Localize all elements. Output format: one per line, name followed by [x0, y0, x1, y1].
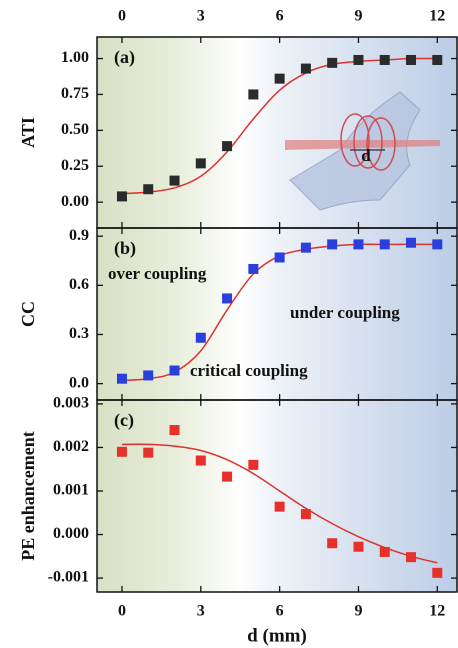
x-tick-label: 0: [118, 8, 126, 25]
annotation: d: [361, 146, 371, 165]
data-point: [222, 472, 232, 482]
x-tick-label: 3: [197, 603, 205, 620]
y-axis-label: CC: [18, 301, 38, 327]
y-tick-label: 0.003: [53, 395, 89, 412]
data-point: [196, 158, 206, 168]
data-point: [170, 425, 180, 435]
data-point: [406, 238, 416, 248]
y-tick-label: 0.00: [61, 193, 89, 210]
data-point: [301, 243, 311, 253]
x-tick-label: 3: [197, 8, 205, 25]
data-point: [196, 333, 206, 343]
data-point: [170, 366, 180, 376]
y-tick-label: 1.00: [61, 49, 89, 66]
data-point: [170, 176, 180, 186]
data-point: [117, 191, 127, 201]
data-point: [432, 55, 442, 65]
data-point: [248, 89, 258, 99]
y-tick-label: 0.001: [53, 482, 89, 499]
data-point: [353, 542, 363, 552]
data-point: [143, 448, 153, 458]
y-tick-label: 0.3: [69, 325, 89, 342]
data-point: [143, 370, 153, 380]
data-point: [275, 74, 285, 84]
y-tick-label: 0.002: [53, 438, 89, 455]
x-tick-label: 6: [276, 603, 284, 620]
data-point: [406, 552, 416, 562]
data-point: [353, 239, 363, 249]
y-tick-label: 0.000: [53, 525, 89, 542]
annotation: under coupling: [290, 303, 400, 322]
x-tick-label: 0: [118, 603, 126, 620]
x-tick-label: 9: [354, 8, 362, 25]
data-point: [380, 239, 390, 249]
y-axis-label: ATI: [18, 117, 38, 148]
y-tick-label: 0.0: [69, 374, 89, 391]
x-tick-label: 6: [276, 8, 284, 25]
data-point: [117, 374, 127, 384]
panel-label: (a): [114, 47, 135, 68]
panel-label: (b): [114, 238, 136, 259]
x-tick-label: 12: [429, 8, 445, 25]
data-point: [222, 293, 232, 303]
data-point: [301, 509, 311, 519]
data-point: [275, 252, 285, 262]
data-point: [143, 184, 153, 194]
data-point: [301, 64, 311, 74]
data-point: [380, 55, 390, 65]
y-tick-label: 0.50: [61, 121, 89, 138]
data-point: [432, 568, 442, 578]
data-point: [117, 447, 127, 457]
data-point: [353, 55, 363, 65]
y-axis-label: PE enhancement: [18, 431, 38, 561]
x-tick-label: 9: [354, 603, 362, 620]
y-tick-label: 0.75: [61, 85, 89, 102]
y-tick-label: 0.9: [69, 227, 89, 244]
data-point: [406, 55, 416, 65]
data-point: [248, 264, 258, 274]
annotation: over coupling: [108, 264, 207, 283]
y-tick-label: -0.001: [48, 569, 89, 586]
panel-label: (c): [114, 410, 134, 431]
data-point: [196, 456, 206, 466]
data-point: [222, 141, 232, 151]
data-point: [327, 239, 337, 249]
x-tick-label: 12: [429, 603, 445, 620]
data-point: [327, 538, 337, 548]
x-axis-label: d (mm): [247, 625, 307, 646]
y-tick-label: 0.25: [61, 157, 89, 174]
data-point: [327, 58, 337, 68]
data-point: [432, 239, 442, 249]
y-tick-label: 0.6: [69, 276, 89, 293]
data-point: [380, 547, 390, 557]
annotation: critical coupling: [190, 361, 308, 380]
figure: 0.00 0.25 0.50 0.75 1.00 0 3 6 9 12 (a) ATI d 0.0 0.3 0…: [0, 0, 458, 648]
data-point: [248, 460, 258, 470]
data-point: [275, 502, 285, 512]
